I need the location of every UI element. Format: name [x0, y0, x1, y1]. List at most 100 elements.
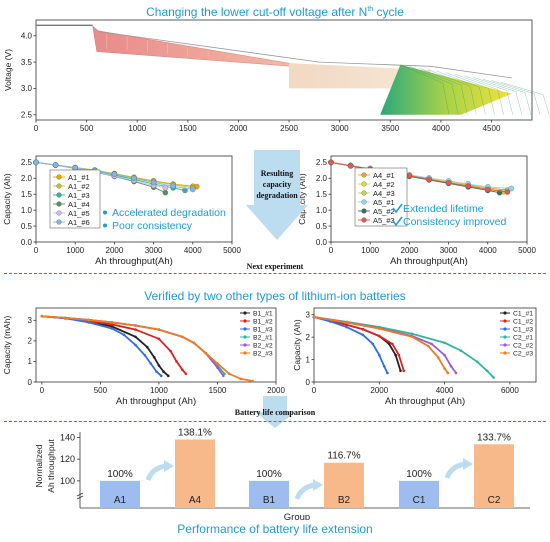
green-curve [445, 72, 495, 115]
data-point-C1_#3 [386, 371, 389, 375]
legend-label-B1_#1: B1_#1 [253, 311, 273, 318]
legend: A1_#1A1_#2A1_#3A1_#4A1_#5A1_#6 [49, 169, 101, 229]
plot-frame [313, 307, 537, 383]
increase-arrow-icon [145, 463, 167, 481]
legend-label-C2_#1: C2_#1 [513, 335, 533, 342]
legend-marker-A1_#1 [56, 174, 62, 180]
separator-2 [4, 421, 546, 422]
data-point-A1_#5 [162, 185, 169, 191]
bar-B2 [324, 462, 364, 508]
x-tick-label: 4000 [432, 124, 450, 133]
top-title-text: Changing the lower cut-off voltage after… [146, 5, 368, 19]
x-tick-label: 3000 [331, 124, 349, 133]
data-point-A5_#3 [328, 159, 334, 166]
data-point-B2_#3 [87, 318, 90, 322]
data-point-B1_#3 [155, 370, 158, 374]
legend: B1_#1B1_#2B1_#3B2_#1B2_#2B2_#3 [240, 311, 273, 358]
y-tick-label: 0 [306, 378, 311, 387]
legend-label-C2_#3: C2_#3 [513, 351, 533, 358]
data-point-C2_#3 [345, 321, 348, 324]
data-point-B2_#3 [40, 314, 44, 318]
data-point-B1_#3 [143, 353, 147, 357]
y-tick-label: 0 [28, 378, 33, 387]
data-point-C1_#2 [345, 323, 348, 327]
axis-break-icon [76, 492, 84, 497]
bar-category-label-A4: A4 [189, 495, 202, 506]
x-axis-label: Ah throughput (Ah) [385, 396, 465, 407]
data-point-B1_#3 [110, 327, 114, 330]
y-tick-label: 1.5 [21, 190, 33, 199]
x-tick-label: 3500 [381, 124, 399, 133]
bar-C2 [474, 444, 514, 508]
x-tick-label: 1000 [128, 124, 146, 133]
y-tick-label: 100 [60, 476, 75, 486]
data-point-A1_#6 [190, 186, 196, 193]
y-tick-label: 1 [306, 355, 311, 364]
plot-frame [35, 155, 233, 243]
data-point-C2_#2 [443, 353, 446, 357]
data-point-B1_#2 [169, 349, 172, 353]
data-point-B1_#3 [134, 343, 137, 347]
battery-life-comparison-label: Battery life comparison [234, 408, 316, 417]
envelope-line [92, 26, 512, 79]
data-point-A5_#3 [504, 189, 511, 195]
data-point-A5_#3 [406, 172, 413, 179]
y-tick-label: 1.5 [316, 190, 328, 199]
plot-frame [35, 307, 277, 383]
legend-label-B2_#3: B2_#3 [253, 351, 273, 358]
y-tick-label: 4.0 [21, 32, 33, 41]
data-point-A5_#3 [465, 183, 471, 189]
bar-A1 [100, 480, 140, 508]
top-title-end: cycle [373, 5, 404, 19]
c-capacity-chart: 0 2000 4000 6000 0 1 2 3 Ah throughput (Ah) Capac… [292, 307, 537, 407]
legend-marker-C2_#2 [503, 343, 507, 347]
y-tick-label: 0.5 [316, 222, 328, 231]
data-point-C2_#1 [459, 349, 463, 352]
legend: C1_#1C1_#2C1_#3C2_#1C2_#2C2_#3 [500, 311, 533, 358]
series-line-B1_#3 [41, 315, 162, 377]
check-icon [392, 203, 403, 214]
data-point-C2_#2 [449, 365, 453, 368]
legend-marker-C2_#3 [503, 351, 507, 355]
legend-label-A4_#3: A4_#3 [373, 189, 395, 198]
data-point-A1_#6 [33, 159, 39, 166]
data-point-A1_#6 [131, 175, 137, 182]
x-tick-label: 0 [40, 386, 45, 395]
a4-a5-capacity-chart: 0 1000 2000 3000 4000 5000 0.0 0.5 1.0 1.5 2.0 2.5 A… [297, 155, 536, 267]
legend-label-A5_#3: A5_#3 [373, 216, 395, 225]
bar-C1 [399, 480, 439, 508]
data-point-C2_#1 [485, 369, 489, 373]
data-point-B1_#3 [87, 321, 90, 324]
data-point-C1_#2 [361, 328, 365, 331]
verified-title: Verified by two other types of lithium-i… [144, 289, 406, 303]
y-tick-label: 2.5 [316, 158, 328, 167]
legend-marker-A4_#1 [361, 172, 367, 178]
legend-marker-A1_#4 [56, 201, 62, 207]
y-axis-label: Capacity (Ah) [292, 319, 302, 371]
x-tick-label: 2500 [280, 124, 298, 133]
data-point-B1_#1 [134, 335, 137, 339]
legend-marker-A5_#2 [361, 208, 367, 214]
y-axis-label-line2: Ah throughput [46, 439, 56, 493]
y-axis-label-line1: Normalized [34, 444, 44, 487]
data-point-B1_#2 [181, 368, 184, 371]
legend-marker-B1_#3 [243, 327, 247, 331]
x-tick-label: 500 [80, 124, 94, 133]
green-curve [500, 81, 550, 115]
data-point-B1_#1 [145, 345, 149, 349]
data-point-C2_#3 [443, 367, 446, 370]
series-line-B1_#1 [41, 315, 169, 377]
data-point-C1_#2 [377, 334, 381, 338]
data-point-B2_#3 [63, 316, 67, 320]
series-line-B1_#2 [41, 315, 187, 375]
next-experiment-label: Next experiment [246, 262, 304, 271]
x-tick-label: 0 [312, 386, 317, 395]
data-point-A5_#3 [426, 176, 432, 183]
bullet-icon [103, 210, 107, 215]
legend-label-A4_#1: A4_#1 [373, 171, 395, 180]
y-tick-label: 1.0 [316, 206, 328, 215]
separator-1 [4, 273, 546, 274]
resulting-arrow-icon [246, 150, 308, 240]
y-tick-label: 2.0 [21, 174, 33, 183]
legend-marker-C1_#3 [503, 327, 507, 331]
